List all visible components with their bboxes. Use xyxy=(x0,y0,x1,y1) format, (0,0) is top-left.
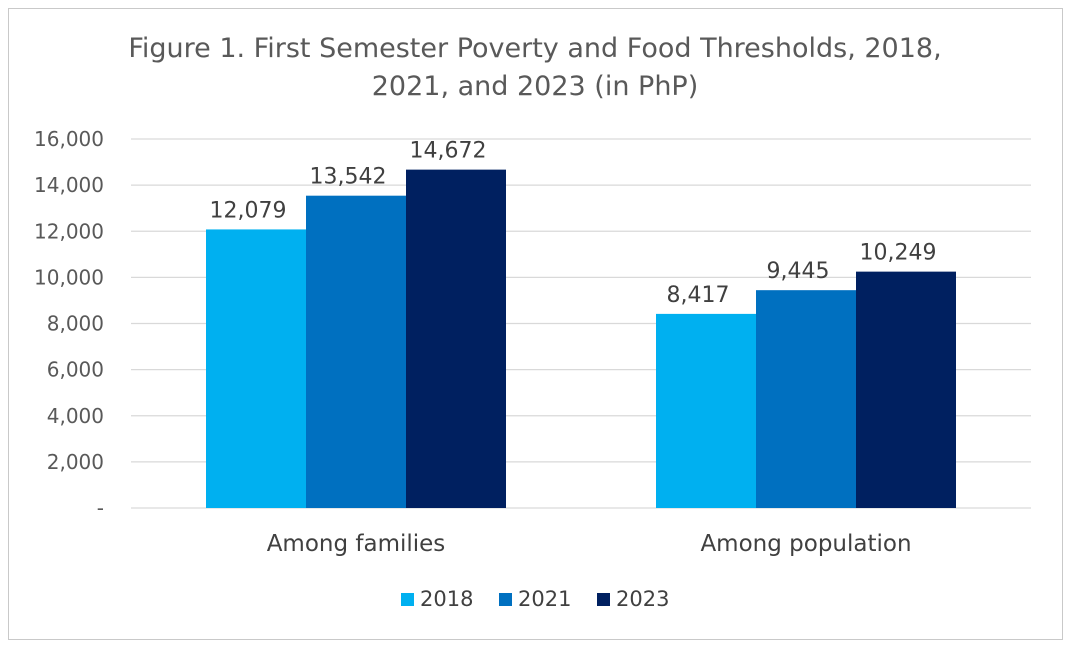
bar-2023 xyxy=(856,271,956,508)
y-tick-label: - xyxy=(97,496,104,520)
bar-2023 xyxy=(406,169,506,508)
chart-title-line-2: 2021, and 2023 (in PhP) xyxy=(372,71,699,102)
y-tick-label: 6,000 xyxy=(47,358,104,382)
legend-label: 2021 xyxy=(518,587,571,611)
chart-title-line-1: Figure 1. First Semester Poverty and Foo… xyxy=(128,33,941,64)
bar-2018 xyxy=(656,313,756,508)
data-label: 12,079 xyxy=(210,198,287,223)
legend-swatch-2023 xyxy=(597,593,610,606)
y-tick-label: 4,000 xyxy=(47,404,104,428)
bar-2021 xyxy=(306,195,406,508)
category-label: Among population xyxy=(700,531,911,557)
y-tick-label: 8,000 xyxy=(47,312,104,336)
y-tick-label: 2,000 xyxy=(47,450,104,474)
data-label: 9,445 xyxy=(767,259,830,284)
y-tick-label: 10,000 xyxy=(34,265,104,289)
data-label: 8,417 xyxy=(667,283,730,308)
legend-swatch-2021 xyxy=(499,593,512,606)
bar-2021 xyxy=(756,290,856,508)
legend-swatch-2018 xyxy=(401,593,414,606)
bar-2018 xyxy=(206,229,306,508)
chart-container: Figure 1. First Semester Poverty and Foo… xyxy=(8,8,1063,640)
data-label: 14,672 xyxy=(410,139,487,164)
legend-label: 2018 xyxy=(420,587,473,611)
y-tick-label: 12,000 xyxy=(34,219,104,243)
legend-label: 2023 xyxy=(616,587,669,611)
category-label: Among families xyxy=(267,531,446,557)
bar-chart: Figure 1. First Semester Poverty and Foo… xyxy=(34,33,1031,611)
y-tick-label: 16,000 xyxy=(34,127,104,151)
data-label: 10,249 xyxy=(860,241,937,266)
data-label: 13,542 xyxy=(310,165,387,190)
y-tick-label: 14,000 xyxy=(34,173,104,197)
